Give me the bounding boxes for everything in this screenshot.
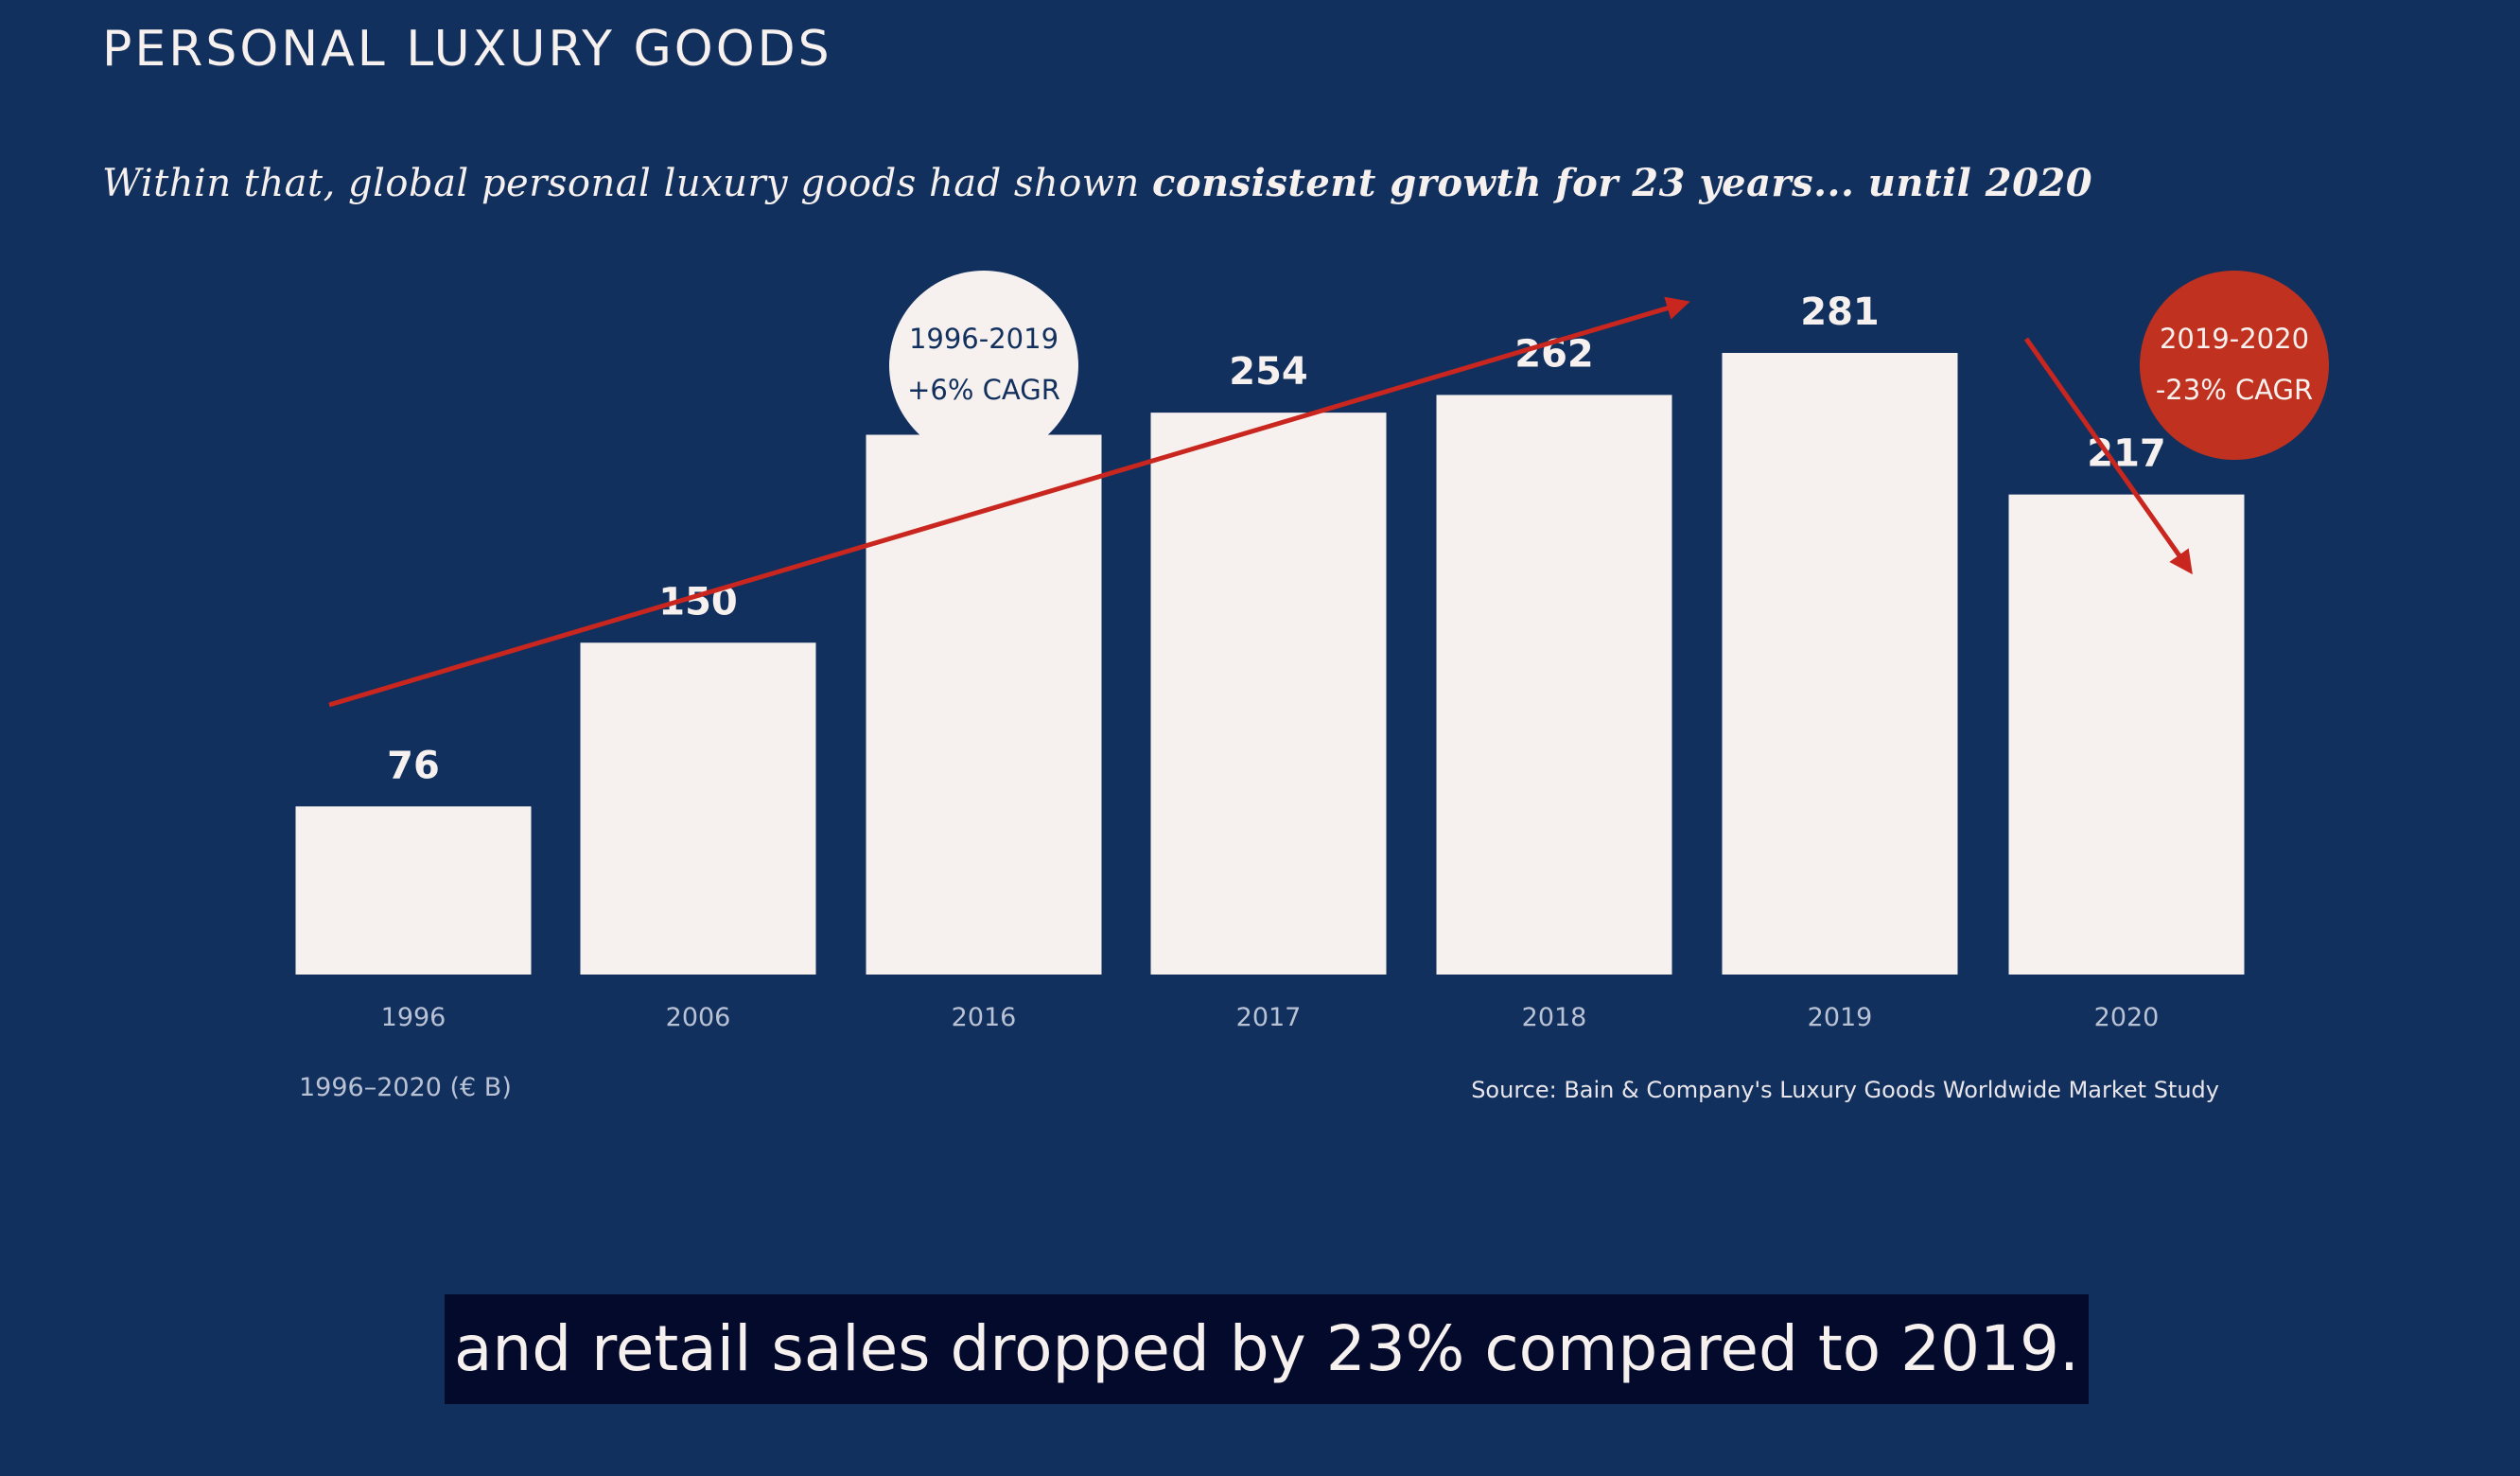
bar-chart: 7619961502006244201625420172622018281201… [295, 271, 2329, 1103]
cagr-badge-decline: 2019-2020 -23% CAGR [2140, 271, 2329, 460]
growth-trend-arrow [328, 296, 1690, 708]
x-tick-label-2019: 2019 [1808, 1003, 1873, 1032]
bar-value-label-2017: 254 [1229, 350, 1308, 394]
cagr-badge-growth-line1: 1996-2019 [909, 323, 1059, 355]
bar-value-label-2020: 217 [2087, 432, 2166, 476]
cagr-badge-decline-line1: 2019-2020 [2160, 323, 2309, 355]
page-subtitle: Within that, global personal luxury good… [102, 161, 2092, 205]
cagr-badge-growth-circle [889, 271, 1078, 460]
x-tick-label-2020: 2020 [2094, 1003, 2160, 1032]
bar-value-label-2018: 262 [1514, 332, 1594, 376]
page-title: PERSONAL LUXURY GOODS [102, 21, 832, 78]
video-caption: and retail sales dropped by 23% compared… [445, 1294, 2089, 1404]
cagr-badge-decline-circle [2140, 271, 2329, 460]
x-tick-label-2018: 2018 [1522, 1003, 1587, 1032]
subtitle-plain: Within that, global personal luxury good… [102, 162, 1153, 205]
subtitle-bold: consistent growth for 23 years... until … [1152, 161, 2093, 205]
bar-2018 [1436, 395, 1672, 975]
x-tick-label-1996: 1996 [381, 1003, 446, 1032]
x-tick-label-2017: 2017 [1236, 1003, 1302, 1032]
bar-2016 [866, 434, 1102, 975]
bar-2017 [1150, 413, 1387, 975]
source-note: Source: Bain & Company's Luxury Goods Wo… [1471, 1077, 2219, 1103]
cagr-badge-growth-line2: +6% CAGR [907, 374, 1060, 406]
x-tick-label-2016: 2016 [952, 1003, 1017, 1032]
cagr-badge-decline-line2: -23% CAGR [2156, 374, 2313, 406]
bar-2020 [2008, 494, 2245, 975]
decline-trend-arrow [2023, 337, 2193, 575]
units-label: 1996–2020 (€ B) [299, 1073, 512, 1102]
bar-value-label-2019: 281 [1800, 290, 1880, 334]
bar-2019 [1722, 353, 1958, 975]
bar-1996 [295, 806, 532, 975]
x-tick-label-2006: 2006 [666, 1003, 731, 1032]
bar-value-label-1996: 76 [387, 744, 440, 787]
cagr-badge-growth: 1996-2019 +6% CAGR [889, 271, 1078, 460]
bar-2006 [580, 642, 816, 975]
